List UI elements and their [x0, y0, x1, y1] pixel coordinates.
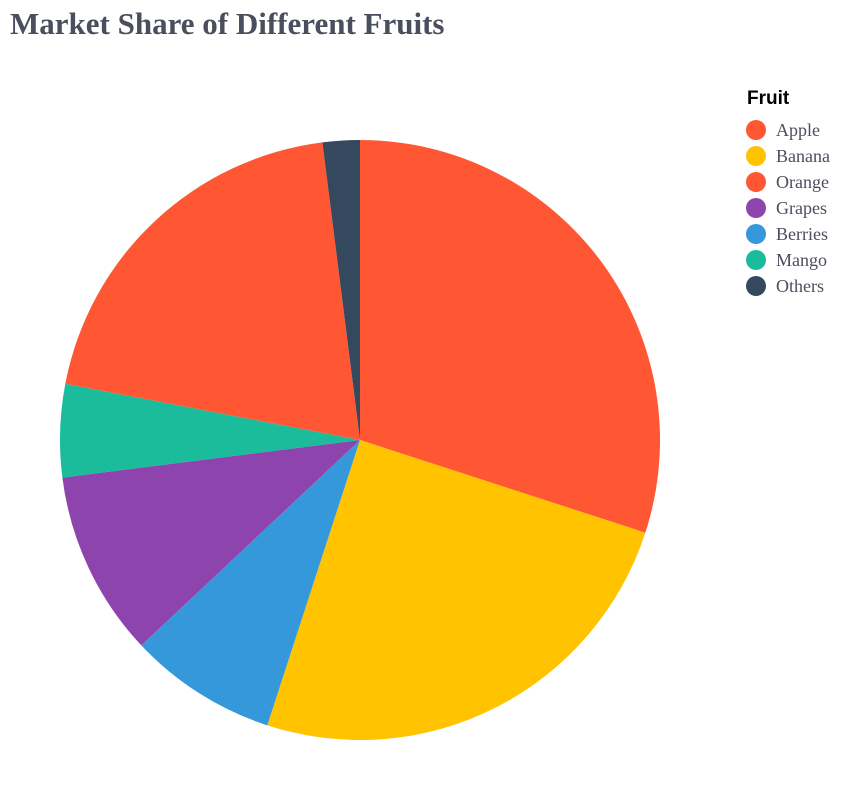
legend-item-apple: Apple [746, 117, 846, 143]
legend-items: Apple Banana Orange Grapes Berries Mango Other… [746, 117, 846, 299]
legend-label: Berries [776, 224, 828, 245]
legend-swatch [746, 120, 766, 140]
legend-item-grapes: Grapes [746, 195, 846, 221]
legend-swatch [746, 224, 766, 244]
legend-item-berries: Berries [746, 221, 846, 247]
legend-label: Grapes [776, 198, 827, 219]
legend-title: Fruit [747, 88, 846, 110]
legend-swatch [746, 146, 766, 166]
legend-label: Apple [776, 120, 820, 141]
legend-swatch [746, 198, 766, 218]
legend-swatch [746, 172, 766, 192]
legend-label: Mango [776, 250, 827, 271]
legend-label: Banana [776, 146, 830, 167]
legend: Fruit Apple Banana Orange Grapes Berries Mang… [746, 88, 846, 299]
legend-item-others: Others [746, 273, 846, 299]
legend-label: Others [776, 276, 824, 297]
legend-item-banana: Banana [746, 143, 846, 169]
legend-item-mango: Mango [746, 247, 846, 273]
legend-swatch [746, 276, 766, 296]
pie-slices [60, 140, 660, 740]
legend-swatch [746, 250, 766, 270]
legend-item-orange: Orange [746, 169, 846, 195]
legend-label: Orange [776, 172, 829, 193]
